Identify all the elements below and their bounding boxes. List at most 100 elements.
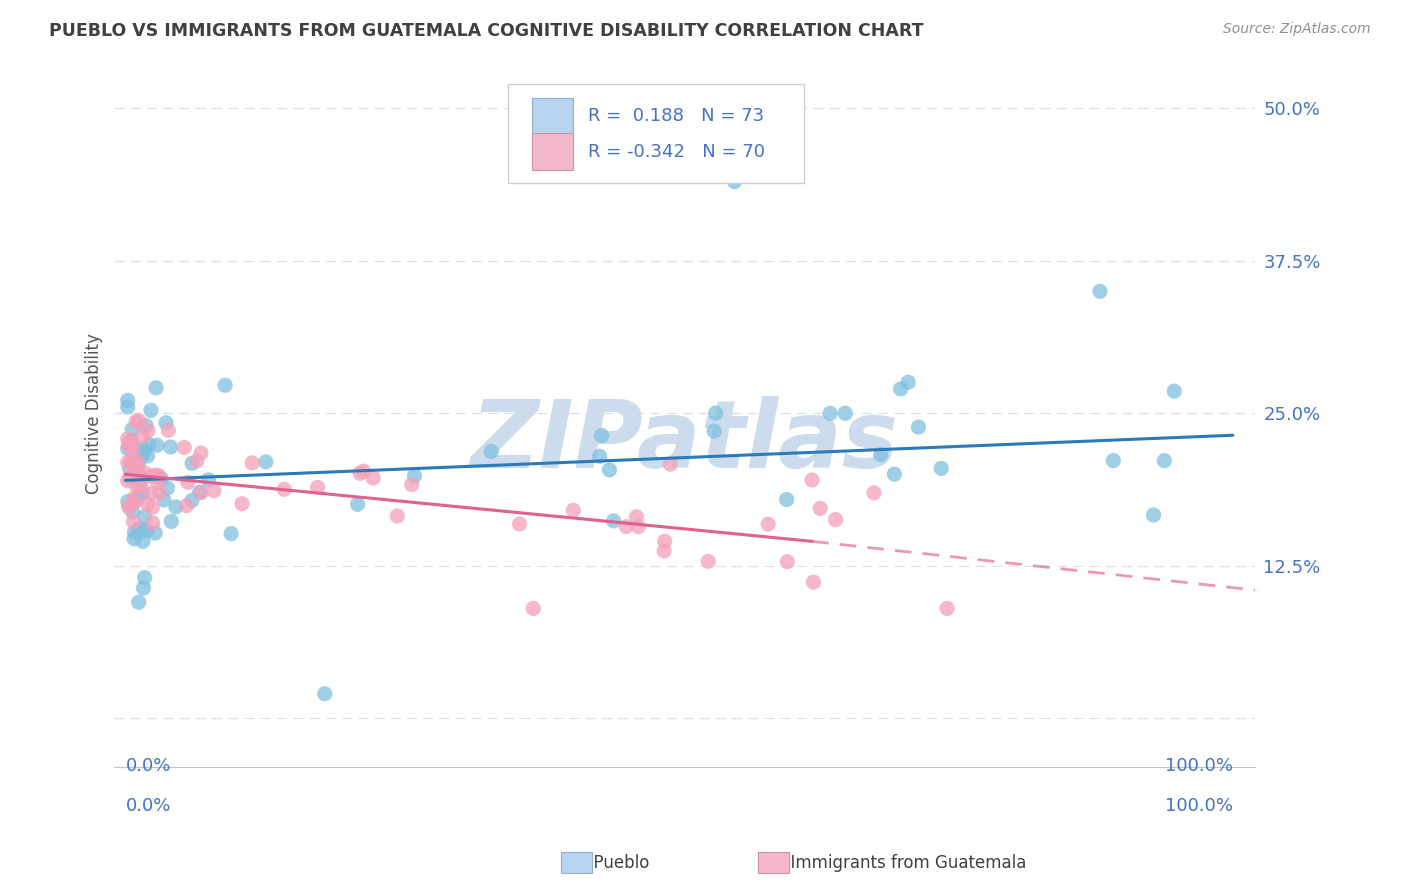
Point: [155, 416, 177, 430]
Point: [139, 403, 162, 417]
Point: [131, 442, 153, 456]
Point: [128, 413, 150, 427]
Point: [125, 460, 148, 475]
Point: [756, 517, 779, 532]
Point: [125, 458, 148, 473]
Text: 100.0%: 100.0%: [1164, 797, 1233, 815]
Point: [883, 467, 905, 482]
Point: [159, 440, 181, 454]
Point: [188, 485, 211, 500]
FancyBboxPatch shape: [531, 98, 572, 135]
Point: [145, 381, 167, 395]
Point: [157, 423, 180, 437]
Point: [120, 455, 142, 469]
Point: [190, 485, 212, 500]
Point: [118, 461, 141, 475]
Point: [703, 424, 725, 438]
Point: [120, 437, 142, 451]
Point: [121, 434, 143, 448]
Point: [659, 457, 682, 471]
Text: ZIPatlas: ZIPatlas: [471, 395, 898, 488]
Point: [1142, 508, 1164, 522]
Point: [145, 467, 167, 482]
Point: [138, 438, 160, 452]
Point: [120, 435, 142, 450]
Text: 0.0%: 0.0%: [125, 757, 172, 775]
Point: [353, 464, 375, 478]
Point: [118, 470, 141, 484]
Point: [387, 508, 409, 523]
Point: [117, 455, 139, 469]
Point: [589, 450, 612, 464]
Point: [127, 467, 149, 482]
Point: [180, 493, 202, 508]
Point: [197, 473, 219, 487]
Point: [117, 442, 139, 456]
Point: [160, 515, 183, 529]
Point: [186, 454, 208, 468]
Point: [142, 516, 165, 530]
Point: [231, 497, 253, 511]
Point: [591, 428, 613, 442]
Point: [127, 458, 149, 472]
Point: [121, 422, 143, 436]
Point: [219, 526, 242, 541]
Point: [349, 467, 371, 481]
Point: [135, 524, 157, 538]
Point: [122, 532, 145, 546]
Text: Source: ZipAtlas.com: Source: ZipAtlas.com: [1223, 22, 1371, 37]
Point: [177, 475, 200, 490]
Point: [136, 498, 159, 512]
Point: [869, 448, 891, 462]
Point: [307, 480, 329, 494]
Point: [1102, 453, 1125, 467]
Text: PUEBLO VS IMMIGRANTS FROM GUATEMALA COGNITIVE DISABILITY CORRELATION CHART: PUEBLO VS IMMIGRANTS FROM GUATEMALA COGN…: [49, 22, 924, 40]
Point: [132, 581, 155, 595]
Point: [124, 525, 146, 540]
Point: [190, 446, 212, 460]
Point: [146, 475, 169, 490]
Point: [132, 534, 155, 549]
Point: [652, 544, 675, 558]
Point: [131, 523, 153, 537]
Point: [134, 509, 156, 524]
Point: [128, 595, 150, 609]
Point: [117, 474, 139, 488]
Point: [117, 500, 139, 515]
Point: [697, 554, 720, 568]
Point: [117, 437, 139, 451]
Point: [125, 415, 148, 429]
Point: [121, 442, 143, 457]
Point: [165, 500, 187, 514]
Text: 100.0%: 100.0%: [1164, 757, 1233, 775]
Point: [128, 475, 150, 489]
Point: [117, 432, 139, 446]
Point: [125, 453, 148, 467]
Point: [127, 454, 149, 468]
Point: [124, 491, 146, 505]
Point: [346, 497, 368, 511]
Point: [775, 492, 797, 507]
Point: [134, 571, 156, 585]
Point: [361, 471, 384, 485]
Point: [117, 400, 139, 414]
Point: [273, 483, 295, 497]
Point: [818, 406, 841, 420]
Point: [254, 455, 277, 469]
Point: [150, 471, 173, 485]
Point: [897, 376, 920, 390]
Point: [122, 515, 145, 529]
Point: [598, 463, 620, 477]
Point: [153, 492, 176, 507]
Point: [834, 406, 856, 420]
Point: [776, 555, 799, 569]
Point: [134, 444, 156, 458]
Text: R =  0.188   N = 73: R = 0.188 N = 73: [588, 107, 763, 125]
Point: [131, 448, 153, 462]
Y-axis label: Cognitive Disability: Cognitive Disability: [86, 333, 103, 493]
Point: [890, 382, 912, 396]
Point: [1163, 384, 1185, 398]
Point: [135, 418, 157, 433]
Point: [148, 468, 170, 483]
Point: [141, 468, 163, 483]
